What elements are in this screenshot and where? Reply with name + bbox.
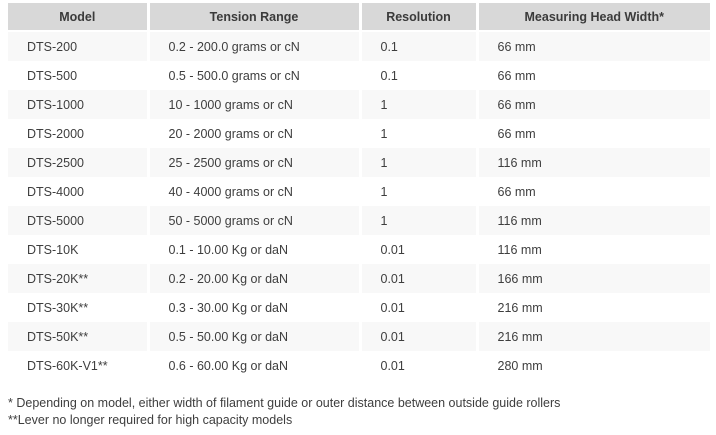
head-width-cell: 66 mm <box>477 31 710 61</box>
head-width-cell: 166 mm <box>477 264 710 293</box>
model-cell: DTS-20K** <box>8 264 150 293</box>
column-header-head-width: Measuring Head Width* <box>477 3 710 32</box>
tension-range-cell: 0.5 - 500.0 grams or cN <box>148 61 362 90</box>
resolution-cell: 1 <box>360 206 479 235</box>
tension-range-cell: 20 - 2000 grams or cN <box>148 119 362 148</box>
head-width-cell: 66 mm <box>477 119 710 148</box>
model-cell: DTS-2500 <box>8 148 150 177</box>
footnote-head-width: * Depending on model, either width of fi… <box>8 396 561 410</box>
tension-range-cell: 40 - 4000 grams or cN <box>148 177 362 206</box>
table-row: DTS-1000 10 - 1000 grams or cN 1 66 mm <box>8 90 710 119</box>
tension-range-cell: 0.6 - 60.00 Kg or daN <box>148 351 362 380</box>
model-cell: DTS-1000 <box>8 90 150 119</box>
resolution-cell: 1 <box>360 119 479 148</box>
tension-range-cell: 0.2 - 200.0 grams or cN <box>148 31 362 61</box>
resolution-cell: 0.01 <box>360 322 479 351</box>
tension-range-cell: 0.3 - 30.00 Kg or daN <box>148 293 362 322</box>
resolution-cell: 0.1 <box>360 61 479 90</box>
specifications-table: Model Tension Range Resolution Measuring… <box>8 3 710 380</box>
tension-range-cell: 0.5 - 50.00 Kg or daN <box>148 322 362 351</box>
footnote-lever: **Lever no longer required for high capa… <box>8 412 293 427</box>
resolution-cell: 0.1 <box>360 31 479 61</box>
head-width-cell: 66 mm <box>477 177 710 206</box>
table-row: DTS-500 0.5 - 500.0 grams or cN 0.1 66 m… <box>8 61 710 90</box>
table-row: DTS-4000 40 - 4000 grams or cN 1 66 mm <box>8 177 710 206</box>
column-header-tension-range: Tension Range <box>148 3 362 32</box>
head-width-cell: 66 mm <box>477 61 710 90</box>
model-cell: DTS-30K** <box>8 293 150 322</box>
table-row: DTS-20K** 0.2 - 20.00 Kg or daN 0.01 166… <box>8 264 710 293</box>
resolution-cell: 1 <box>360 90 479 119</box>
column-header-resolution: Resolution <box>360 3 479 32</box>
head-width-cell: 116 mm <box>477 206 710 235</box>
tension-range-cell: 25 - 2500 grams or cN <box>148 148 362 177</box>
table-row: DTS-60K-V1** 0.6 - 60.00 Kg or daN 0.01 … <box>8 351 710 380</box>
header-row: Model Tension Range Resolution Measuring… <box>8 3 710 32</box>
table-row: DTS-50K** 0.5 - 50.00 Kg or daN 0.01 216… <box>8 322 710 351</box>
table-row: DTS-2000 20 - 2000 grams or cN 1 66 mm <box>8 119 710 148</box>
head-width-cell: 280 mm <box>477 351 710 380</box>
head-width-cell: 116 mm <box>477 148 710 177</box>
footnotes: * Depending on model, either width of fi… <box>8 396 710 428</box>
resolution-cell: 0.01 <box>360 235 479 264</box>
model-cell: DTS-2000 <box>8 119 150 148</box>
model-cell: DTS-5000 <box>8 206 150 235</box>
model-cell: DTS-10K <box>8 235 150 264</box>
tension-range-cell: 10 - 1000 grams or cN <box>148 90 362 119</box>
table-row: DTS-200 0.2 - 200.0 grams or cN 0.1 66 m… <box>8 31 710 61</box>
table-row: DTS-2500 25 - 2500 grams or cN 1 116 mm <box>8 148 710 177</box>
resolution-cell: 0.01 <box>360 264 479 293</box>
head-width-cell: 216 mm <box>477 322 710 351</box>
model-cell: DTS-4000 <box>8 177 150 206</box>
head-width-cell: 216 mm <box>477 293 710 322</box>
resolution-cell: 1 <box>360 148 479 177</box>
model-cell: DTS-50K** <box>8 322 150 351</box>
column-header-model: Model <box>8 3 150 32</box>
model-cell: DTS-500 <box>8 61 150 90</box>
table-row: DTS-5000 50 - 5000 grams or cN 1 116 mm <box>8 206 710 235</box>
tension-range-cell: 50 - 5000 grams or cN <box>148 206 362 235</box>
table-row: DTS-30K** 0.3 - 30.00 Kg or daN 0.01 216… <box>8 293 710 322</box>
table-row: DTS-10K 0.1 - 10.00 Kg or daN 0.01 116 m… <box>8 235 710 264</box>
resolution-cell: 0.01 <box>360 293 479 322</box>
model-cell: DTS-60K-V1** <box>8 351 150 380</box>
head-width-cell: 116 mm <box>477 235 710 264</box>
resolution-cell: 0.01 <box>360 351 479 380</box>
tension-range-cell: 0.2 - 20.00 Kg or daN <box>148 264 362 293</box>
model-cell: DTS-200 <box>8 31 150 61</box>
resolution-cell: 1 <box>360 177 479 206</box>
tension-range-cell: 0.1 - 10.00 Kg or daN <box>148 235 362 264</box>
head-width-cell: 66 mm <box>477 90 710 119</box>
